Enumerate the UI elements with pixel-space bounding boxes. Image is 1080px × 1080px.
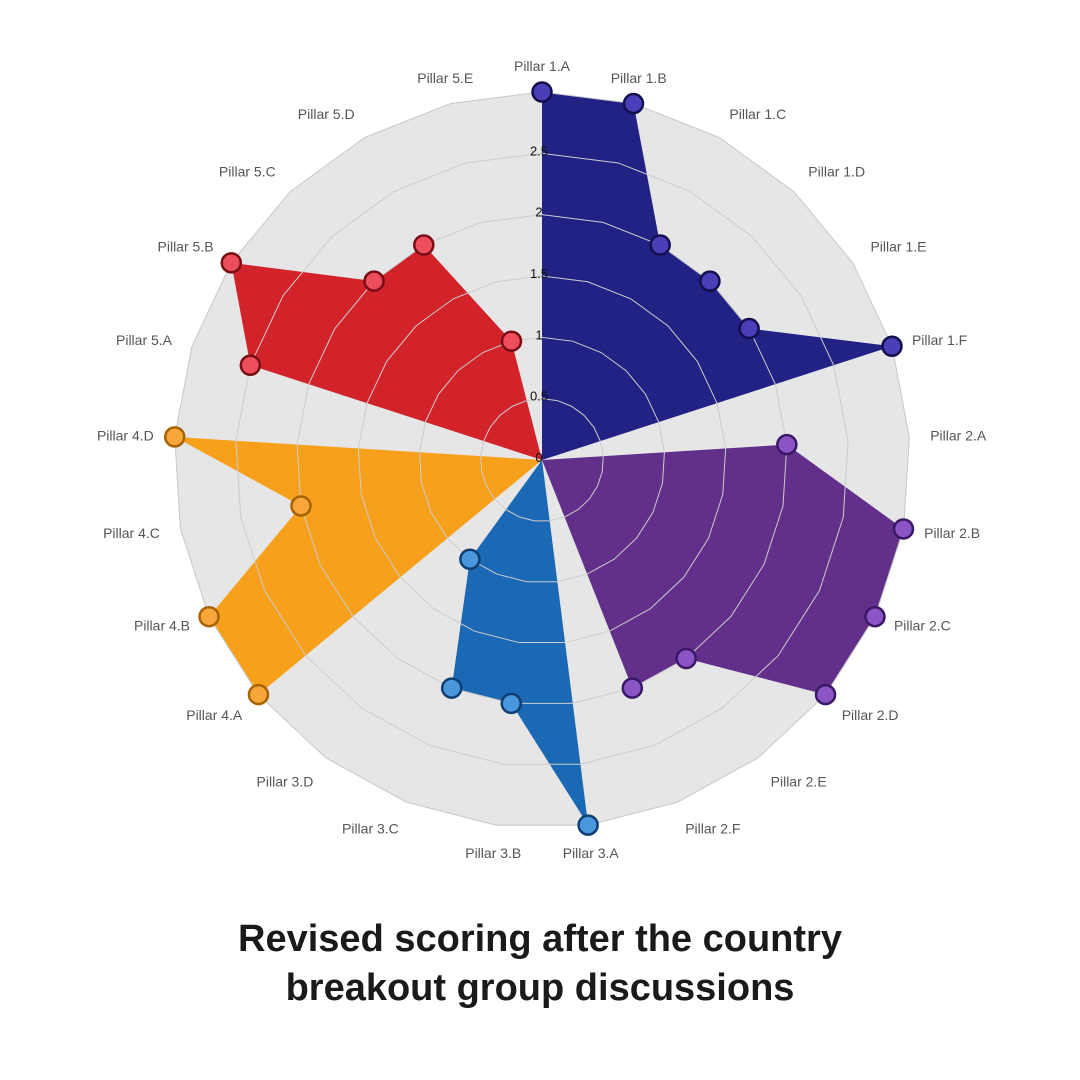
category-label: Pillar 1.E [870,239,926,255]
grid-ring-outer [174,91,910,826]
category-label: Pillar 3.A [563,845,620,861]
data-point [814,683,837,706]
data-point [699,270,721,292]
radial-tick-label: 2.5 [530,143,548,158]
data-point [363,270,385,292]
data-point [776,433,798,456]
grid-ring-1-5 [357,275,727,644]
radar-chart-svg: 0 0.5 1 1.5 2 2.5 Pillar 1.A Pillar 1.B Pillar 1… [97,58,987,861]
data-point [649,234,671,256]
category-label: Pillar 2.A [930,428,987,444]
category-label: Pillar 2.D [842,707,899,723]
category-label: Pillar 3.B [465,845,521,861]
grid-ring-2-5 [235,152,849,765]
category-label: Pillar 5.B [158,239,214,255]
data-point [220,252,243,274]
category-label: Pillar 4.D [97,428,154,444]
data-point [459,548,481,570]
category-label: Pillar 2.B [924,525,980,541]
category-label: Pillar 2.F [685,821,740,837]
grid-ring-1 [419,336,665,583]
category-label: Pillar 5.A [116,332,173,348]
data-point [622,92,645,115]
data-point [531,81,553,103]
radial-tick-label: 0.5 [530,389,548,404]
series-4-area [174,436,543,695]
category-label: Pillar 3.C [342,821,399,837]
category-label: Pillar 5.C [219,163,276,179]
data-point [500,692,522,715]
data-point [247,683,270,706]
series-2-area [542,444,904,695]
data-point [881,335,903,358]
category-label: Pillar 1.D [808,163,865,179]
chart-title: Revised scoring after the country breako… [0,915,1080,1013]
data-point [290,495,312,517]
series-1-area [542,92,892,460]
data-point [738,317,760,340]
category-label: Pillar 5.D [298,106,355,122]
category-label: Pillar 1.F [912,332,967,348]
category-label: Pillar 4.C [103,525,160,541]
data-point [577,814,599,836]
data-point [413,234,435,256]
series-5-area [231,245,543,460]
category-label: Pillar 1.B [611,70,667,86]
radial-tick-label: 1.5 [530,266,548,281]
data-point [239,354,262,376]
data-point [621,677,644,699]
radial-tick-label: 2 [535,205,542,220]
radial-tick-label: 0 [535,450,542,465]
data-point [675,647,697,670]
category-label: Pillar 1.A [514,58,571,74]
grid-ring-0-5 [480,398,604,522]
category-label: Pillar 2.C [894,618,951,634]
data-point [198,605,220,628]
data-point [440,677,463,699]
data-point [892,518,915,540]
radar-chart: 0 0.5 1 1.5 2 2.5 Pillar 1.A Pillar 1.B Pillar 1… [97,58,987,861]
category-label: Pillar 4.B [134,618,190,634]
data-point [163,426,186,448]
chart-title-line-2: breakout group discussions [285,967,795,1009]
category-label: Pillar 5.E [417,70,473,86]
chart-title-line-1: Revised scoring after the country [238,918,842,960]
category-label: Pillar 1.C [729,106,786,122]
category-label: Pillar 4.A [186,707,243,723]
data-point [500,330,523,352]
category-label: Pillar 2.E [771,774,827,790]
category-label: Pillar 3.D [257,774,314,790]
radial-tick-label: 1 [535,327,542,342]
data-point [864,605,886,628]
